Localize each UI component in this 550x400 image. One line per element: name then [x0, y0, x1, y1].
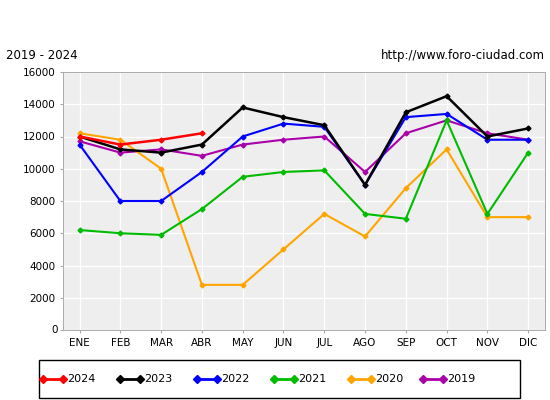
Text: 2021: 2021	[298, 374, 327, 384]
Text: 2023: 2023	[144, 374, 173, 384]
Text: 2019 - 2024: 2019 - 2024	[6, 49, 77, 62]
Text: 2020: 2020	[375, 374, 404, 384]
FancyBboxPatch shape	[39, 360, 520, 398]
Text: 2022: 2022	[221, 374, 250, 384]
Text: 2024: 2024	[67, 374, 96, 384]
Text: 2019: 2019	[448, 374, 476, 384]
Text: 0: 0	[51, 325, 57, 335]
Text: Evolucion Nº Turistas Nacionales en el municipio de Sant Cugat del Vallès: Evolucion Nº Turistas Nacionales en el m…	[30, 14, 520, 28]
Text: http://www.foro-ciudad.com: http://www.foro-ciudad.com	[381, 49, 544, 62]
